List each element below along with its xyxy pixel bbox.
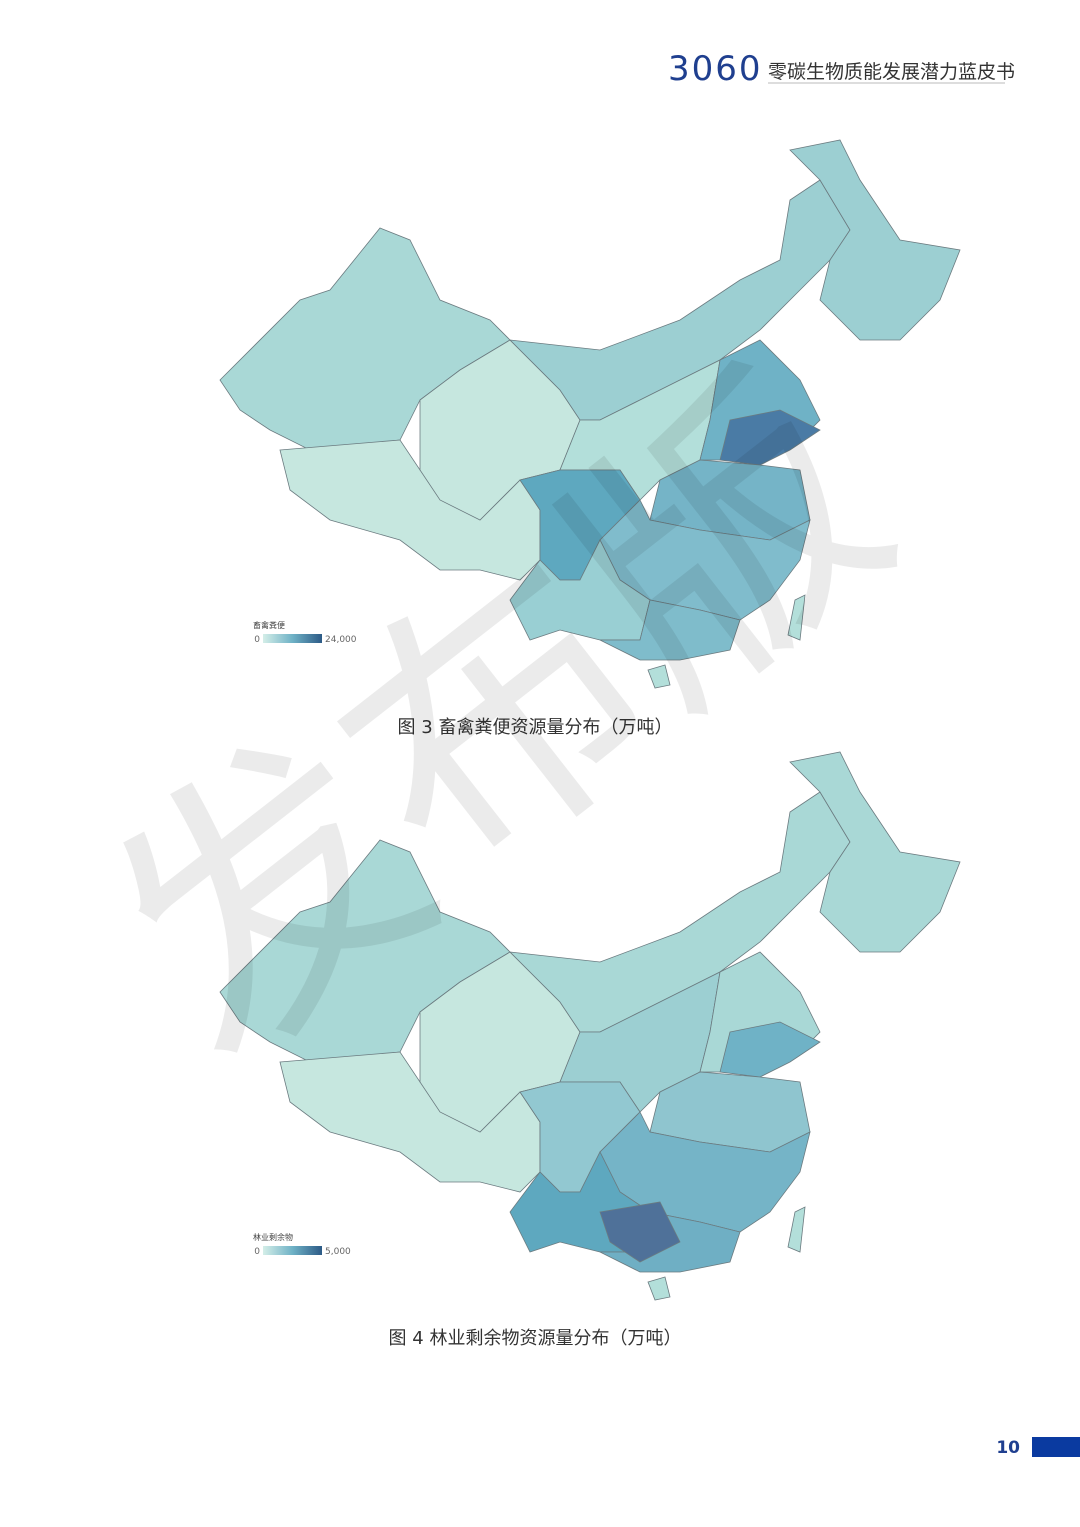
province xyxy=(647,664,671,689)
province xyxy=(719,409,821,466)
legend-max: 5,000 xyxy=(325,1247,351,1257)
legend-gradient xyxy=(263,634,322,643)
province xyxy=(599,599,741,661)
legend-min: 0 xyxy=(254,1247,260,1257)
legend-min: 0 xyxy=(254,635,260,645)
province xyxy=(787,594,806,641)
header-brand: 3060 xyxy=(668,49,763,89)
china-map: 畜禽粪便 0 24,000 xyxy=(219,139,961,689)
legend-title: 林业剩余物 xyxy=(253,1232,293,1242)
page-bar xyxy=(1032,1437,1080,1457)
china-map: 林业剩余物 0 5,000 xyxy=(219,751,961,1301)
province xyxy=(789,751,961,953)
figure-caption: 图 3 畜禽粪便资源量分布（万吨） xyxy=(398,717,673,738)
province xyxy=(647,1276,671,1301)
header-title: 零碳生物质能发展潜力蓝皮书 xyxy=(768,61,1015,83)
province xyxy=(719,1021,821,1078)
legend-title: 畜禽粪便 xyxy=(253,620,285,630)
legend-gradient xyxy=(263,1246,322,1255)
province xyxy=(787,1206,806,1253)
province xyxy=(599,1201,681,1263)
province xyxy=(789,139,961,341)
page-number: 10 xyxy=(996,1438,1020,1458)
maps: 畜禽粪便 0 24,000 林业剩余物 0 5,000 xyxy=(219,139,961,1301)
figure-caption: 图 4 林业剩余物资源量分布（万吨） xyxy=(389,1328,682,1349)
legend-max: 24,000 xyxy=(325,635,357,645)
